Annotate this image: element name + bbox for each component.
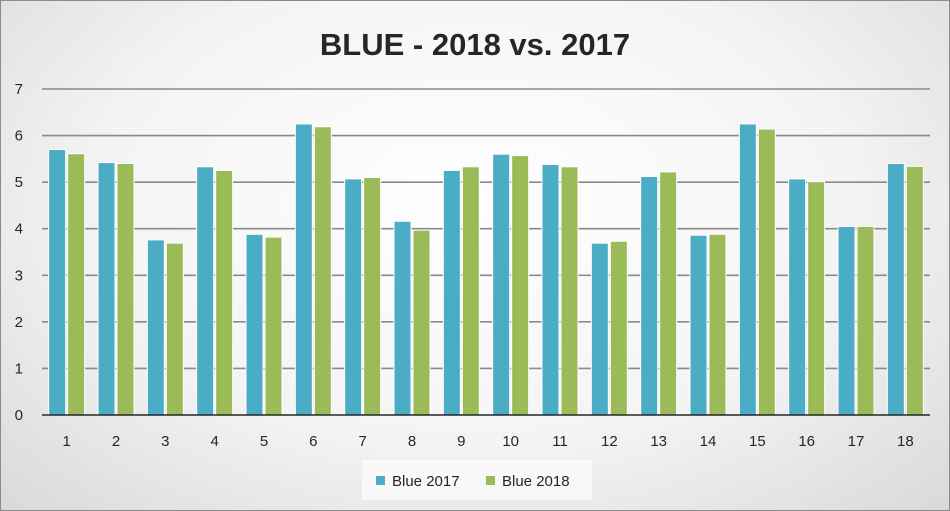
x-tick-label: 4: [210, 433, 218, 450]
y-tick-label: 3: [15, 267, 23, 284]
y-tick-label: 7: [15, 81, 23, 98]
bar-blue-2018-4: [215, 170, 234, 416]
chart-title: BLUE - 2018 vs. 2017: [320, 27, 630, 62]
bar-blue-2017-7: [344, 178, 363, 416]
bar-blue-2018-17: [856, 225, 875, 416]
legend: Blue 2017 Blue 2018: [362, 460, 592, 500]
bar-blue-2017-3: [146, 239, 165, 416]
legend-background: [362, 460, 592, 500]
bar-blue-2018-7: [363, 176, 382, 416]
y-tick-label: 6: [15, 128, 23, 145]
bar-blue-2017-6: [294, 123, 313, 416]
bar-blue-2017-14: [689, 234, 708, 416]
gridlines: [42, 88, 930, 370]
x-tick-label: 18: [897, 433, 914, 450]
bar-blue-2018-3: [165, 242, 184, 416]
bar-blue-2018-1: [67, 153, 86, 416]
x-axis-ticks: 1 2 3 4 5 6 7 8 9 10 11 12 13 14 15 16 17 18: [62, 433, 913, 450]
bar-blue-2017-18: [886, 163, 905, 416]
bar-blue-2018-11: [560, 166, 579, 416]
bar-blue-2017-12: [590, 242, 609, 416]
legend-swatch-blue-2017: [376, 476, 385, 485]
bar-blue-2018-13: [659, 171, 678, 416]
x-tick-label: 15: [749, 433, 766, 450]
bar-blue-2017-16: [788, 178, 807, 416]
x-tick-label: 7: [358, 433, 366, 450]
x-tick-label: 3: [161, 433, 169, 450]
x-tick-label: 6: [309, 433, 317, 450]
bar-blue-2017-11: [541, 163, 560, 416]
bar-blue-2018-8: [412, 229, 431, 416]
x-tick-label: 10: [502, 433, 519, 450]
legend-label-blue-2018: Blue 2018: [502, 473, 570, 490]
y-tick-label: 0: [15, 407, 23, 424]
bar-blue-2018-14: [708, 233, 727, 416]
bar-blue-2017-4: [196, 166, 215, 416]
legend-swatch-blue-2018: [486, 476, 495, 485]
y-axis-ticks: 0 1 2 3 4 5 6 7: [15, 81, 23, 424]
bar-blue-2017-5: [245, 233, 264, 416]
y-tick-label: 4: [15, 221, 23, 238]
bar-blue-2018-16: [807, 181, 826, 416]
bar-blue-2018-18: [905, 165, 924, 416]
bar-blue-2017-10: [492, 153, 511, 416]
x-tick-label: 14: [700, 433, 717, 450]
bar-blue-2017-13: [640, 176, 659, 416]
bar-blue-2018-5: [264, 236, 283, 416]
y-tick-label: 5: [15, 174, 23, 191]
bar-blue-2017-17: [837, 225, 856, 416]
x-tick-label: 1: [62, 433, 70, 450]
bar-blue-2017-1: [48, 149, 67, 416]
bar-blue-2018-2: [116, 163, 135, 416]
x-tick-label: 5: [260, 433, 268, 450]
bar-blue-2018-9: [461, 166, 480, 416]
bars: [48, 123, 924, 416]
bar-blue-2018-10: [511, 155, 530, 416]
bar-blue-2017-15: [738, 123, 757, 416]
x-tick-label: 16: [798, 433, 815, 450]
bar-blue-2017-2: [97, 162, 116, 416]
bar-blue-2017-9: [442, 170, 461, 416]
x-tick-label: 13: [650, 433, 667, 450]
y-tick-label: 2: [15, 314, 23, 331]
x-tick-label: 9: [457, 433, 465, 450]
x-tick-label: 12: [601, 433, 618, 450]
x-tick-label: 17: [848, 433, 865, 450]
bar-blue-2018-15: [757, 128, 776, 416]
bar-blue-2018-12: [609, 240, 628, 416]
x-tick-label: 8: [408, 433, 416, 450]
y-tick-label: 1: [15, 360, 23, 377]
x-tick-label: 11: [552, 433, 568, 450]
bar-blue-2017-8: [393, 220, 412, 416]
bar-blue-2018-6: [313, 126, 332, 416]
x-tick-label: 2: [112, 433, 120, 450]
legend-label-blue-2017: Blue 2017: [392, 473, 460, 490]
